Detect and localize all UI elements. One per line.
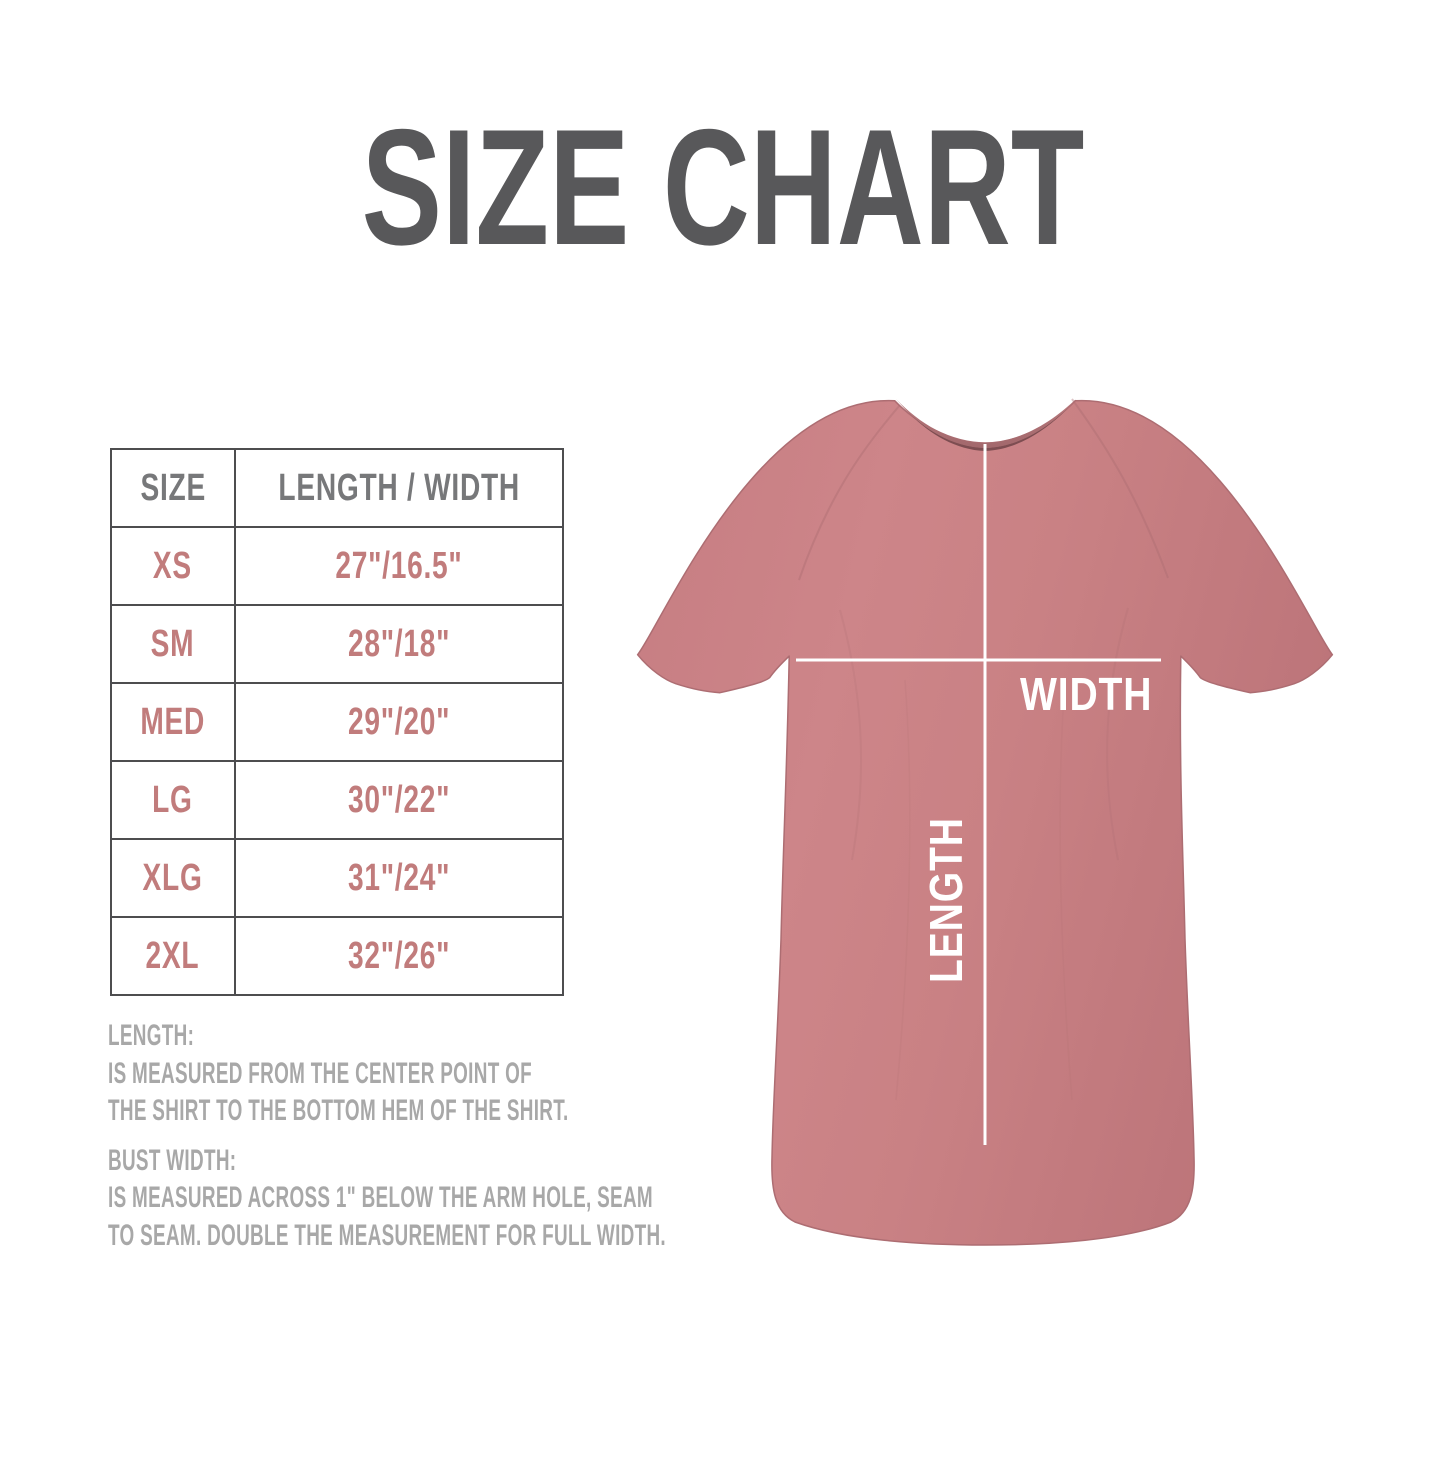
svg-text:LENGTH: LENGTH: [921, 817, 973, 983]
svg-text:WIDTH: WIDTH: [1020, 669, 1152, 721]
